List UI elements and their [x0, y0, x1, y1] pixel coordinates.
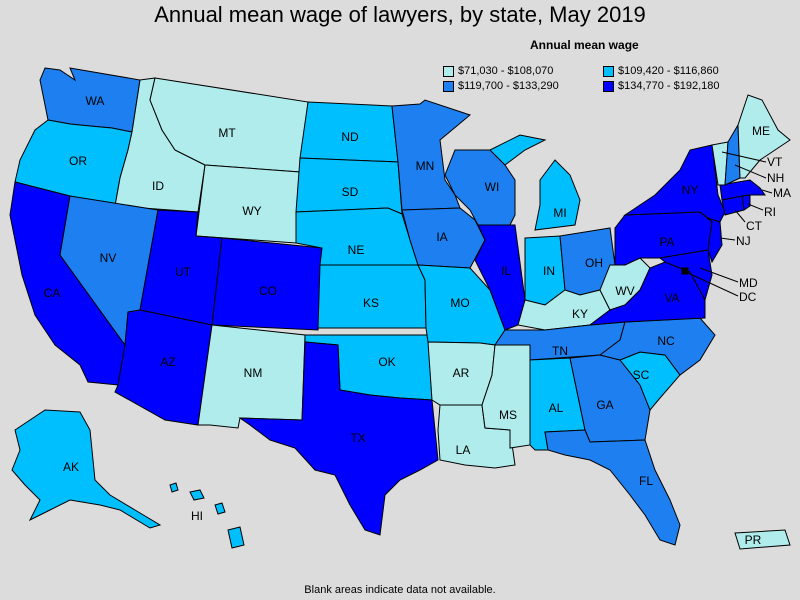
label-ND: ND	[341, 130, 359, 144]
label-AR: AR	[453, 366, 470, 380]
label-LA: LA	[456, 443, 471, 457]
label-VT: VT	[767, 155, 783, 169]
label-MA: MA	[773, 186, 791, 200]
legend-swatch-4	[603, 80, 614, 92]
label-PR: PR	[745, 533, 762, 547]
state-AK[interactable]	[11, 409, 162, 529]
label-MN: MN	[416, 159, 435, 173]
label-GA: GA	[596, 398, 613, 412]
label-OK: OK	[378, 355, 395, 369]
legend: Annual mean wage $71,030 - $108,070 $109…	[443, 38, 793, 98]
legend-swatch-3	[443, 80, 454, 92]
legend-label-1: $71,030 - $108,070	[458, 65, 554, 77]
label-KS: KS	[363, 296, 379, 310]
label-TX: TX	[350, 431, 365, 445]
leader-MA	[761, 189, 773, 194]
legend-item-4: $134,770 - $192,180	[603, 80, 720, 92]
leader-DC	[685, 271, 739, 297]
state-MI[interactable]	[489, 134, 581, 231]
label-MT: MT	[218, 126, 236, 140]
label-AK: AK	[63, 460, 79, 474]
label-PA: PA	[659, 235, 674, 249]
label-HI: HI	[191, 509, 203, 523]
leader-VT	[721, 151, 767, 163]
label-ID: ID	[152, 179, 164, 193]
label-UT: UT	[175, 265, 192, 279]
state-CO[interactable]	[211, 237, 323, 331]
label-MI: MI	[553, 206, 566, 220]
label-MD: MD	[739, 276, 758, 290]
legend-swatch-2	[603, 65, 614, 77]
state-NC[interactable]	[598, 317, 716, 376]
label-ME: ME	[752, 124, 770, 138]
label-NE: NE	[348, 243, 365, 257]
legend-label-3: $119,700 - $133,290	[458, 80, 559, 92]
leader-MD	[699, 267, 739, 283]
label-TN: TN	[552, 344, 568, 358]
label-IN: IN	[543, 264, 555, 278]
leader-NJ	[719, 237, 736, 241]
label-NC: NC	[657, 334, 675, 348]
map-title: Annual mean wage of lawyers, by state, M…	[154, 2, 646, 27]
label-WV: WV	[615, 284, 634, 298]
leader-CT	[734, 209, 746, 223]
label-WY: WY	[242, 204, 261, 218]
label-WA: WA	[86, 94, 105, 108]
label-AZ: AZ	[160, 355, 175, 369]
state-PR[interactable]	[734, 529, 791, 550]
label-IL: IL	[501, 264, 511, 278]
state-DC[interactable]	[681, 267, 689, 275]
label-VA: VA	[664, 291, 679, 305]
state-MA[interactable]	[719, 179, 766, 201]
state-HI[interactable]	[169, 482, 245, 549]
label-AL: AL	[549, 401, 564, 415]
legend-title: Annual mean wage	[530, 38, 639, 52]
label-NH: NH	[767, 171, 784, 185]
label-KY: KY	[572, 307, 588, 321]
legend-label-4: $134,770 - $192,180	[618, 80, 720, 92]
state-FL[interactable]	[544, 429, 681, 546]
label-SC: SC	[633, 368, 650, 382]
state-NY[interactable]	[623, 144, 726, 223]
leader-RI	[747, 203, 764, 211]
label-NY: NY	[682, 183, 699, 197]
label-NV: NV	[100, 251, 117, 265]
leader-NH	[734, 164, 767, 179]
label-FL: FL	[639, 474, 653, 488]
state-MN[interactable]	[391, 99, 472, 211]
label-RI: RI	[764, 205, 776, 219]
label-NM: NM	[244, 366, 263, 380]
state-RI[interactable]	[741, 194, 751, 211]
label-DC: DC	[739, 290, 757, 304]
footnote: Blank areas indicate data not available.	[304, 584, 496, 596]
label-NJ: NJ	[736, 234, 751, 248]
label-MO: MO	[450, 296, 469, 310]
label-MS: MS	[499, 408, 517, 422]
label-OR: OR	[69, 154, 87, 168]
state-NH[interactable]	[724, 123, 741, 186]
label-OH: OH	[585, 256, 603, 270]
label-SD: SD	[342, 185, 359, 199]
state-ME[interactable]	[737, 94, 791, 179]
label-CA: CA	[44, 286, 61, 300]
state-TX[interactable]	[238, 341, 439, 536]
label-CT: CT	[746, 219, 763, 233]
label-WI: WI	[485, 180, 500, 194]
label-IA: IA	[436, 230, 447, 244]
legend-item-3: $119,700 - $133,290	[443, 80, 559, 92]
legend-label-2: $109,420 - $116,860	[618, 65, 719, 77]
legend-item-2: $109,420 - $116,860	[603, 65, 719, 77]
legend-swatch-1	[443, 65, 454, 77]
legend-item-1: $71,030 - $108,070	[443, 65, 553, 77]
label-CO: CO	[259, 284, 277, 298]
